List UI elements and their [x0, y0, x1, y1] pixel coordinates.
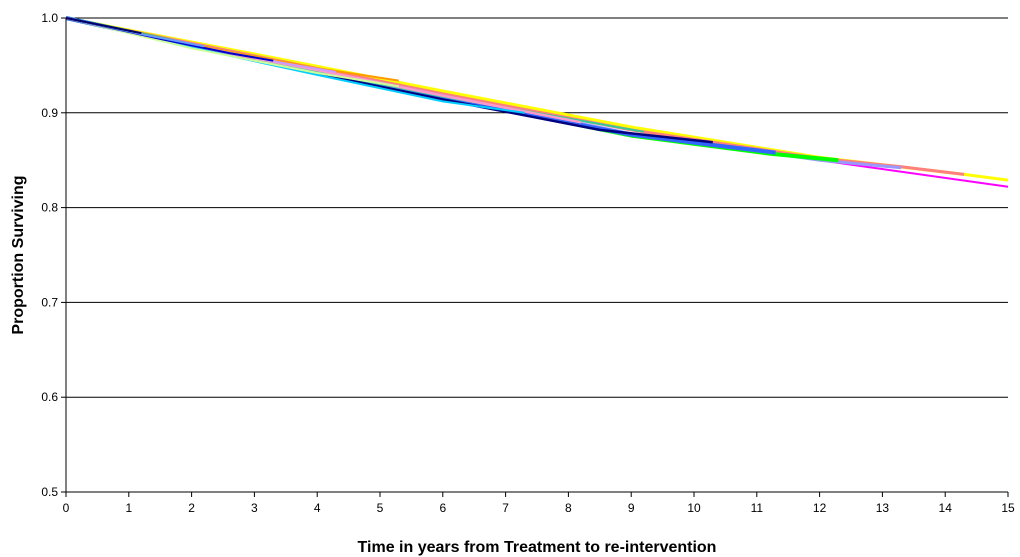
axes	[61, 17, 1009, 497]
x-tick-label: 6	[439, 501, 446, 515]
y-tick-label: 0.9	[41, 106, 58, 120]
y-tick-label: 0.8	[41, 201, 58, 215]
x-tick-label: 13	[876, 501, 890, 515]
series-line-11	[65, 17, 399, 88]
x-tick-label: 12	[813, 501, 827, 515]
y-tick-label: 1.0	[41, 11, 58, 25]
x-tick-label: 5	[377, 501, 384, 515]
x-tick-label: 3	[251, 501, 258, 515]
gridlines	[66, 17, 1008, 398]
x-tick-label: 7	[502, 501, 509, 515]
series-line-1	[65, 17, 1009, 188]
series-line-16	[65, 17, 142, 35]
x-tick-label: 8	[565, 501, 572, 515]
x-tick-label: 1	[125, 501, 132, 515]
series-line-3	[65, 16, 965, 176]
y-axis-title: Proportion Surviving	[10, 175, 27, 334]
x-tick-label: 0	[63, 501, 70, 515]
x-tick-label: 15	[1001, 501, 1015, 515]
x-tick-label: 14	[939, 501, 953, 515]
x-tick-label: 2	[188, 501, 195, 515]
tick-labels: 0.50.60.70.80.91.00 1 2 3 4 5 6 7 8 9 10 11 12 13 14 15	[41, 11, 1015, 515]
y-tick-label: 0.5	[41, 485, 58, 499]
y-tick-label: 0.6	[41, 390, 58, 404]
x-tick-label: 10	[687, 501, 701, 515]
x-tick-label: 4	[314, 501, 321, 515]
x-axis-title: Time in years from Treatment to re-inter…	[358, 539, 717, 556]
series-group	[65, 16, 1009, 188]
y-tick-label: 0.7	[41, 295, 58, 309]
x-tick-label: 9	[628, 501, 635, 515]
series-line-2	[65, 16, 1009, 182]
x-tick-label: 11	[751, 501, 764, 515]
